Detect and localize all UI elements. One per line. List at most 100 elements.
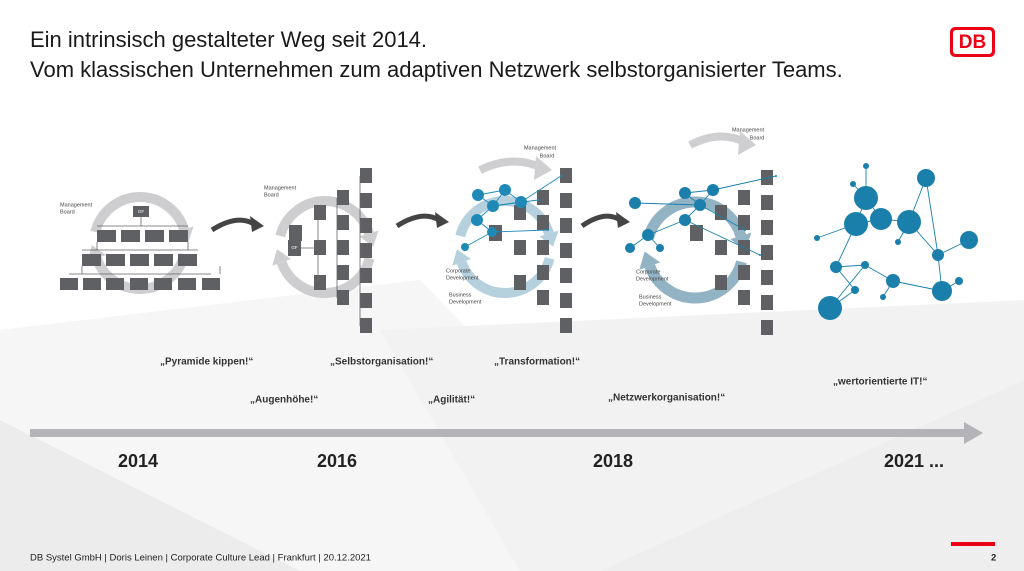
org-box (130, 278, 148, 290)
slogan: „Pyramide kippen!“ (160, 357, 253, 368)
label: Board (264, 192, 279, 198)
year: 2016 (317, 451, 357, 471)
network-node (694, 199, 706, 211)
org-box (537, 190, 549, 205)
org-box (761, 295, 773, 310)
org-box (83, 278, 101, 290)
network-node (629, 197, 641, 209)
org-box (560, 243, 572, 258)
network-node (625, 243, 635, 253)
cycle-arrow (644, 260, 747, 304)
network-node (707, 184, 719, 196)
org-box (537, 265, 549, 280)
label: Management (60, 202, 93, 208)
footer-accent (951, 542, 995, 546)
network-node (487, 200, 499, 212)
org-box (761, 220, 773, 235)
network-node (759, 254, 761, 256)
network-link (634, 202, 701, 206)
org-box (761, 170, 773, 185)
cycle-arrowhead (639, 251, 661, 270)
background (0, 280, 1024, 571)
org-box (289, 225, 302, 241)
org-box (314, 240, 326, 255)
network-node (960, 231, 978, 249)
org-box (169, 230, 188, 242)
transition-arrowhead (616, 212, 630, 228)
network-node (499, 184, 511, 196)
org-box (514, 275, 526, 290)
org-box (560, 168, 572, 183)
org-box (761, 270, 773, 285)
network-node (515, 196, 527, 208)
label: Board (540, 153, 555, 159)
year: 2014 (118, 451, 158, 471)
network-node (679, 187, 691, 199)
cycle-arrow (478, 157, 544, 174)
org-box (97, 230, 116, 242)
org-box (337, 215, 349, 230)
label: Corporate (636, 269, 660, 275)
org-box (537, 215, 549, 230)
label: Business (449, 292, 472, 298)
org-box (560, 218, 572, 233)
org-box (360, 193, 372, 208)
cycle-arrowhead (359, 230, 379, 247)
network-node (642, 229, 654, 241)
network-link (925, 177, 939, 256)
org-box (715, 275, 727, 290)
network-node (863, 163, 869, 169)
network-node (547, 229, 549, 231)
cycle-arrow (90, 192, 189, 234)
cycle-arrowhead (539, 230, 559, 247)
slogan: „Selbstorganisation!“ (330, 357, 433, 368)
org-box (761, 195, 773, 210)
org-box (360, 318, 372, 333)
label: Corporate (446, 268, 470, 274)
network-node (818, 296, 842, 320)
network-node (917, 169, 935, 187)
org-box (738, 190, 750, 205)
org-box (145, 230, 164, 242)
connector (69, 217, 221, 275)
slogan: „Transformation!“ (494, 357, 580, 368)
slogan: „Agilität!“ (428, 395, 475, 406)
org-box (738, 290, 750, 305)
org-box (738, 265, 750, 280)
gf-label: GF (694, 242, 701, 247)
label: Development (449, 299, 482, 305)
cycle-arrowhead (272, 249, 292, 266)
cycle-arrow (688, 132, 748, 149)
page-number: 2 (991, 553, 996, 564)
org-box (337, 265, 349, 280)
org-box (106, 254, 125, 266)
network-node (870, 208, 892, 230)
db-logo: DB (950, 27, 995, 57)
network-node (886, 274, 900, 288)
org-box (715, 240, 727, 255)
org-box (288, 240, 301, 256)
network-node (897, 210, 921, 234)
label: Business (639, 294, 662, 300)
network-link (699, 204, 746, 231)
transition-arrow (580, 213, 622, 229)
org-box (360, 243, 372, 258)
org-box (514, 240, 526, 255)
org-box (761, 245, 773, 260)
network-node (955, 277, 963, 285)
label: Management (732, 127, 765, 133)
network-node (814, 235, 820, 241)
org-box (560, 193, 572, 208)
label: Board (750, 135, 765, 141)
timeline-arrow (964, 422, 983, 444)
org-box (337, 290, 349, 305)
footer: DB Systel GmbH | Doris Leinen | Corporat… (30, 553, 371, 564)
network-link (520, 175, 562, 203)
label: Development (446, 275, 479, 281)
org-box (514, 205, 526, 220)
org-box (314, 205, 326, 220)
org-box (337, 240, 349, 255)
slogan: „wertorientierte IT!“ (833, 377, 927, 388)
network-node (932, 249, 944, 261)
cycle-arrowhead (738, 131, 756, 155)
